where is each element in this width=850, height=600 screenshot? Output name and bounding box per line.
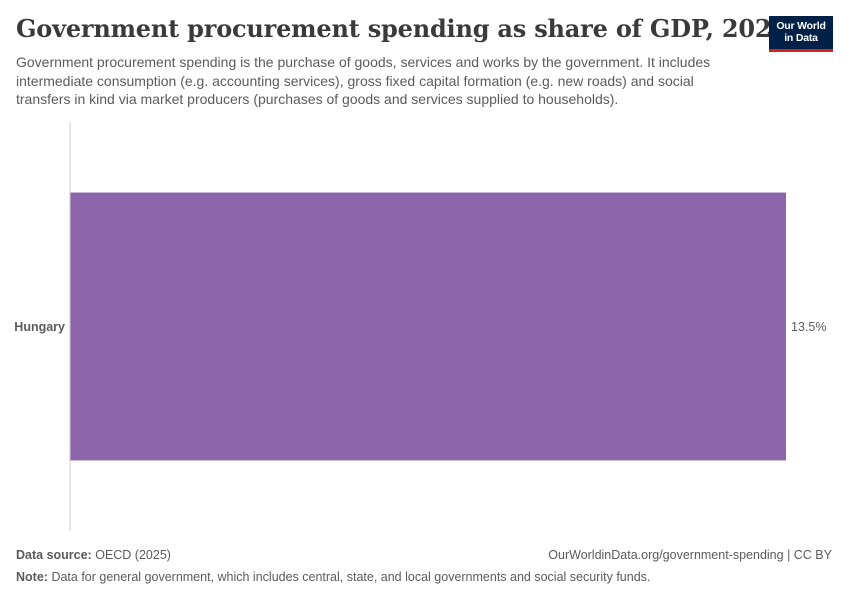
footer-note: Note: Data for general government, which…: [16, 570, 834, 584]
data-source: Data source: OECD (2025): [16, 548, 171, 562]
logo-line-2: in Data: [784, 31, 818, 44]
category-label: Hungary: [14, 320, 65, 334]
logo-line-1: Our World: [776, 20, 826, 32]
note-value: Data for general government, which inclu…: [51, 570, 651, 584]
owid-logo[interactable]: Our World in Data: [769, 16, 833, 52]
value-label: 13.5%: [791, 320, 826, 334]
chart-title: Government procurement spending as share…: [16, 14, 788, 43]
data-source-label: Data source:: [16, 548, 92, 562]
chart-subtitle: Government procurement spending is the p…: [16, 54, 711, 107]
note-label: Note:: [16, 570, 48, 584]
bar-hungary[interactable]: [70, 192, 786, 461]
data-source-value[interactable]: OECD (2025): [95, 548, 171, 562]
footer-url[interactable]: OurWorldinData.org/government-spending |…: [548, 548, 832, 562]
